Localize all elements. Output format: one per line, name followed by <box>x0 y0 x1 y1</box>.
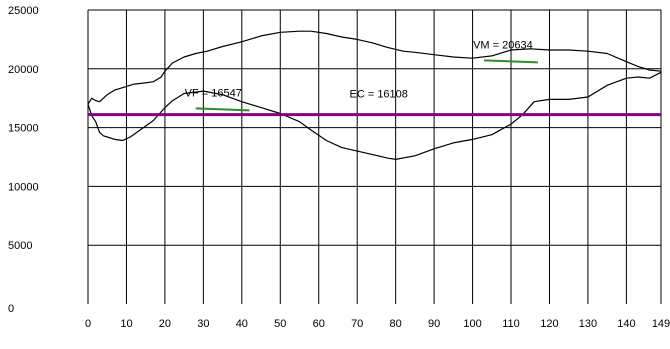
series-line-1 <box>87 30 662 105</box>
mean-marker-label: VM = 20634 <box>473 39 533 51</box>
x-tick-label: 80 <box>390 318 402 330</box>
mean-marker-line <box>484 59 538 64</box>
x-tick-label: 50 <box>274 318 286 330</box>
x-tick-label: 70 <box>351 318 363 330</box>
x-tick-label: 60 <box>313 318 325 330</box>
mean-marker-line <box>195 107 250 112</box>
y-tick-label: 25000 <box>8 5 39 17</box>
x-tick-labels: 0 10 20 30 40 50 60 70 80 90 100 110 120 130 140 149 <box>85 318 670 330</box>
y-tick-label: 0 <box>8 303 14 315</box>
ec-label: EC = 16108 <box>350 89 408 101</box>
series-line-2 <box>87 71 662 160</box>
x-tick-label: 100 <box>463 318 481 330</box>
x-tick-label: 149 <box>652 318 670 330</box>
y-tick-label: 15000 <box>8 123 39 135</box>
mean-markers <box>195 59 538 112</box>
x-tick-label: 90 <box>428 318 440 330</box>
x-tick-label: 110 <box>502 318 520 330</box>
x-tick-label: 120 <box>540 318 558 330</box>
annotations: EC = 16108 VF = 16547 VM = 20634 <box>185 39 533 100</box>
x-tick-label: 0 <box>85 318 91 330</box>
x-tick-label: 10 <box>120 318 132 330</box>
y-tick-labels: 0 5000 10000 15000 20000 25000 <box>8 5 39 315</box>
x-tick-label: 30 <box>197 318 209 330</box>
mean-marker-label: VF = 16547 <box>185 87 242 99</box>
y-tick-label: 20000 <box>8 64 39 76</box>
y-tick-label: 5000 <box>8 240 32 252</box>
grid <box>87 9 662 304</box>
series-lines <box>87 30 662 160</box>
x-tick-label: 130 <box>579 318 597 330</box>
x-tick-label: 140 <box>617 318 635 330</box>
x-tick-label: 40 <box>236 318 248 330</box>
y-tick-label: 10000 <box>8 181 39 193</box>
x-tick-label: 20 <box>159 318 171 330</box>
